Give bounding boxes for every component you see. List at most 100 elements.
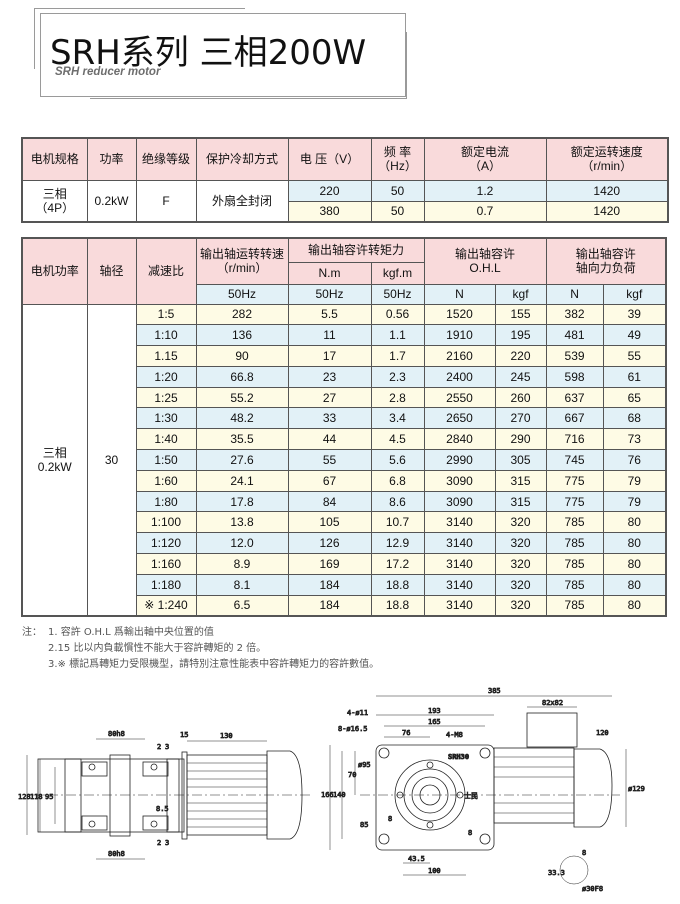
header-torque-nm: N.m	[287, 261, 372, 285]
dim-label: ø129	[628, 785, 645, 793]
dim-label: 80h8	[108, 730, 125, 738]
gear-table-cell: 1:5	[135, 303, 197, 326]
dim-label: 385	[488, 687, 501, 695]
dim-label: 33.3	[548, 869, 565, 877]
motor-table-header-cell: 电机规格	[21, 137, 88, 181]
dim-label: 2	[157, 743, 161, 751]
gear-table-cell: 315	[494, 469, 547, 492]
gear-table-cell: 4.5	[370, 428, 425, 451]
motor-table-header-cell: 保护冷却方式	[195, 137, 289, 181]
gear-table-cell: 775	[545, 490, 604, 513]
gear-table-cell: 785	[545, 511, 604, 534]
gear-table-cell: 79	[602, 490, 667, 513]
gear-table-cell: 80	[602, 573, 667, 596]
dim-label: 128	[18, 793, 31, 801]
gear-table-cell: 5.5	[287, 303, 372, 326]
gear-table-cell: 785	[545, 553, 604, 575]
gear-table-cell: 3140	[423, 594, 496, 617]
gear-table-cell: 105	[287, 511, 372, 534]
frequency-cell: 50	[370, 179, 425, 202]
gear-table-cell: 17	[287, 345, 372, 367]
dim-label: 3	[165, 839, 169, 847]
note-item: 3.※ 標記爲轉矩力受限機型，請特別注意性能表中容許轉矩力的容許數值。	[48, 659, 380, 670]
gear-table-cell: 716	[545, 428, 604, 451]
gear-table-cell: 220	[494, 345, 547, 367]
dim-label: 80h8	[108, 850, 125, 858]
gear-table-cell: 539	[545, 345, 604, 367]
gear-table-cell: 5.6	[370, 449, 425, 471]
gear-table-cell: 6.8	[370, 469, 425, 492]
gear-table-cell: 1:40	[135, 428, 197, 451]
brand-badge: 士民	[464, 791, 478, 800]
gear-table-cell: 320	[494, 532, 547, 555]
gear-table-cell: 155	[494, 303, 547, 326]
gear-table-cell: 76	[602, 449, 667, 471]
dim-label: 76	[402, 729, 410, 737]
gear-table-subheader-cell: 50Hz	[195, 283, 289, 305]
header-motor-power: 电机功率	[21, 237, 88, 305]
gear-table-cell: 1:25	[135, 386, 197, 409]
gear-table-cell: 1:100	[135, 511, 197, 534]
gear-table-subheader-cell: kgf	[602, 283, 667, 305]
gear-table-cell: 17.8	[195, 490, 289, 513]
gear-table-subheader-cell: 50Hz	[287, 283, 372, 305]
motor-spec-table: 电机规格 功率 绝缘等级 保护冷却方式电 压（V）频 率 （Hz） 额定电流 （A） 额定…	[21, 137, 669, 223]
gear-table-cell: 2400	[423, 365, 496, 388]
dim-label: 4-ø11	[347, 709, 368, 717]
dim-label: 8	[582, 849, 586, 857]
gear-table-cell: 136	[195, 324, 289, 347]
gear-table-cell: 3140	[423, 553, 496, 575]
gear-table-cell: 3090	[423, 490, 496, 513]
gear-table-cell: 80	[602, 532, 667, 555]
gear-table-cell: 55.2	[195, 386, 289, 409]
header-ratio: 减速比	[135, 237, 197, 305]
gear-table-cell: 1:50	[135, 449, 197, 471]
gear-table-cell: 785	[545, 573, 604, 596]
gear-table-cell: 39	[602, 303, 667, 326]
header-shaft-diameter: 轴径	[86, 237, 137, 305]
gear-table-cell: 80	[602, 553, 667, 575]
gear-table-cell: 2550	[423, 386, 496, 409]
motor-table-row: 三相 （4P） 0.2kW F 外扇全封闭 220 50 1.2 1420	[21, 179, 669, 223]
header-output-speed: 输出轴运转转速（r/min）	[195, 237, 289, 285]
page-subtitle: SRH reducer motor	[55, 66, 161, 78]
gear-table-cell: 2650	[423, 407, 496, 430]
gear-table-row: 1:60 24.1 67 6.8 3090 315 775 79	[22, 469, 667, 492]
gear-table-row: 1:40 35.5 44 4.5 2840 290 716 73	[22, 428, 667, 451]
gear-table-cell: 1:180	[135, 573, 197, 596]
gear-table-cell: 13.8	[195, 511, 289, 534]
dim-label: 8	[468, 829, 472, 837]
dim-label: 70	[348, 771, 356, 779]
header-ohl: 输出轴容许 O.H.L	[423, 237, 547, 285]
title-frame-outer	[34, 8, 245, 69]
gear-table-cell: 2.3	[370, 365, 425, 388]
gear-table-cell: 24.1	[195, 469, 289, 492]
gear-table-cell: 1910	[423, 324, 496, 347]
gear-table-cell: 12.9	[370, 532, 425, 555]
dim-label: 85	[360, 821, 368, 829]
current-cell: 0.7	[423, 200, 547, 223]
gear-table-cell: 35.5	[195, 428, 289, 451]
gear-table-cell: 48.2	[195, 407, 289, 430]
motor-table-header-cell: 额定运转速度 （r/min）	[545, 137, 669, 181]
gear-table-row: ※ 1:240 6.5 184 18.8 3140 320 785 80	[22, 594, 667, 617]
dim-label: 165	[428, 718, 441, 726]
gear-table-cell: 3090	[423, 469, 496, 492]
gear-table-cell: 184	[287, 573, 372, 596]
gear-table-cell: 73	[602, 428, 667, 451]
gear-table-cell: 0.56	[370, 303, 425, 326]
gear-table-cell: 245	[494, 365, 547, 388]
dim-label: 193	[428, 707, 441, 715]
gear-table-cell: 320	[494, 511, 547, 534]
gear-table-cell: 305	[494, 449, 547, 471]
gear-table-cell: 67	[287, 469, 372, 492]
gear-table-subheader-cell: N	[423, 283, 496, 305]
gear-table-cell: 785	[545, 532, 604, 555]
header-axial-load: 输出轴容许 轴向力负荷	[545, 237, 667, 285]
gear-table-cell: 1.15	[135, 345, 197, 367]
gear-table-cell: ※ 1:240	[135, 594, 197, 617]
dim-label: 2	[157, 839, 161, 847]
gear-table-cell: 1.1	[370, 324, 425, 347]
gear-table-cell: 90	[195, 345, 289, 367]
current-cell: 1.2	[423, 179, 547, 202]
